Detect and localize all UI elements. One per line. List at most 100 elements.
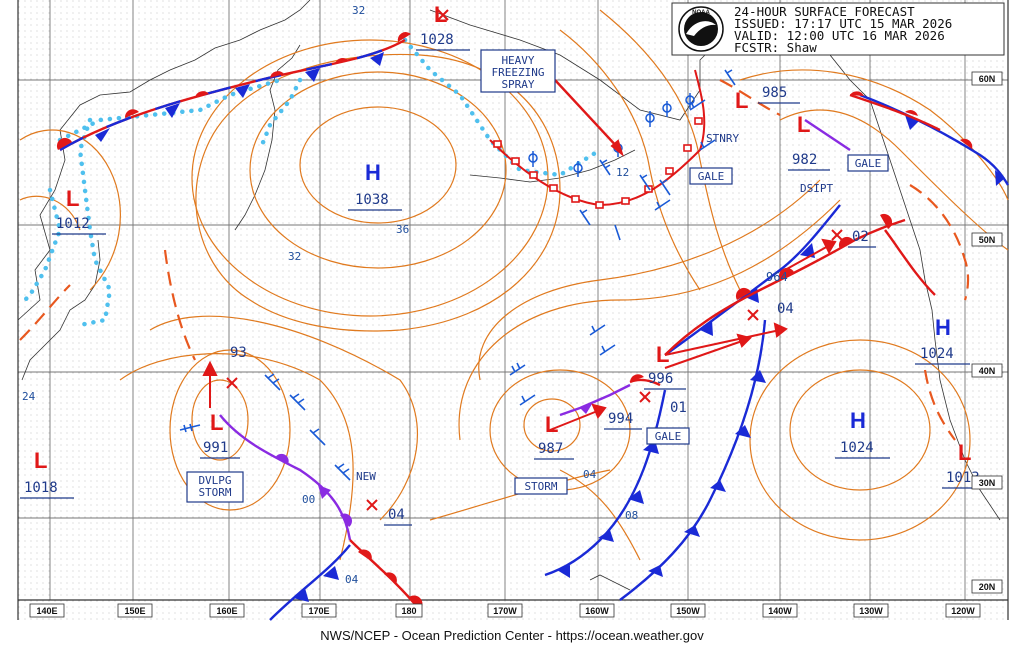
- storm-box: STORM: [514, 477, 568, 495]
- gale-box-aleutian: GALE: [689, 167, 733, 185]
- high-1024-east: H 1024: [915, 315, 970, 365]
- header-issued: ISSUED: 17:17 UTC 15 MAR 2026: [734, 16, 952, 31]
- low-991: L 991: [200, 410, 240, 459]
- isobar-h1038-outer: [191, 39, 549, 317]
- low-symbol: L: [958, 440, 971, 465]
- low-value: 987: [538, 441, 563, 457]
- isobar-gulf-a: [779, 109, 1009, 251]
- forecast-value: 01: [670, 400, 687, 416]
- noaa-logo-text: NOAA: [692, 10, 710, 16]
- lon-label: 130W: [859, 606, 883, 616]
- low-symbol: L: [210, 410, 223, 435]
- isobar-low991-outer: [169, 349, 291, 511]
- low-symbol: L: [656, 342, 669, 367]
- ice-edge: [17, 37, 603, 328]
- low-1018: L 1018: [20, 448, 74, 499]
- isobar-label: 08: [625, 509, 638, 522]
- isobar-label: 04: [583, 468, 597, 481]
- isobar-bering-2: [599, 9, 741, 291]
- low-996: L 996: [644, 342, 686, 390]
- high-symbol: H: [365, 160, 381, 185]
- forecast-value: 04: [388, 507, 405, 523]
- high-value: 1024: [920, 346, 954, 362]
- label-line: HEAVY: [501, 54, 534, 67]
- label-line: FREEZING: [492, 66, 545, 79]
- isobar-mid-a: [478, 179, 821, 381]
- isobar-label: 32: [352, 4, 365, 17]
- lat-label: 40N: [979, 366, 996, 376]
- cold-front-west: [269, 544, 351, 621]
- lat-label: 60N: [979, 74, 996, 84]
- latitude-labels: 60N 50N 40N 30N 20N: [971, 71, 1003, 594]
- low-symbol: L: [434, 2, 447, 27]
- isobar-low991-inner: [191, 379, 249, 461]
- label-line: DVLPG: [198, 474, 231, 487]
- north-america-coast: [899, 189, 1001, 521]
- warm-front-east: [664, 218, 906, 356]
- low-value: 1013: [946, 470, 980, 486]
- lat-label: 50N: [979, 235, 996, 245]
- isobar-h1038-mid: [249, 71, 507, 269]
- lon-label: 140W: [768, 606, 792, 616]
- isobar-south-b: [119, 353, 354, 561]
- high-symbol: H: [935, 315, 951, 340]
- isobar-mid-b: [458, 199, 841, 441]
- forecast-value: 964: [766, 270, 788, 284]
- low-value: 1012: [56, 216, 90, 232]
- isobar-bering: [559, 29, 701, 291]
- isobar-h1024-outer: [749, 339, 971, 541]
- high-1038: H 1038: [348, 160, 402, 211]
- low-symbol: L: [797, 112, 810, 137]
- forecast-value: 93: [230, 345, 247, 361]
- asia-coast: [17, 0, 311, 321]
- low-value: 1018: [24, 480, 58, 496]
- dvlpg-storm-label: DVLPG STORM: [198, 474, 231, 499]
- isobar-h1038-inner: [299, 106, 457, 224]
- low-1013: L 1013: [942, 440, 998, 489]
- forecast-value: 994: [608, 411, 633, 427]
- high-symbol: H: [850, 408, 866, 433]
- low-982: L 982: [788, 112, 830, 171]
- footer-credit: NWS/NCEP - Ocean Prediction Center - htt…: [320, 628, 704, 643]
- isobar-south-a: [149, 315, 419, 521]
- warm-front-gulf: [849, 91, 973, 149]
- occluded-front-gulf: [804, 119, 851, 151]
- label-line: STORM: [198, 486, 231, 499]
- gale-label: GALE: [698, 170, 725, 183]
- low-symbol: L: [735, 88, 748, 113]
- isobar-east-low: [19, 129, 121, 291]
- lon-label: 120W: [951, 606, 975, 616]
- isobar-label: 32: [288, 250, 301, 263]
- text-labels: STNRY DSIPT NEW: [356, 132, 833, 483]
- isobar-label: 36: [396, 223, 409, 236]
- lat-label: 30N: [979, 478, 996, 488]
- heavy-freezing-spray-box: HEAVY FREEZING SPRAY: [480, 49, 556, 93]
- low-symbol: L: [66, 186, 79, 211]
- troughs: [19, 79, 970, 441]
- isobar-low987-inner: [523, 398, 581, 452]
- low-985: L 985: [735, 85, 800, 113]
- noaa-logo: NOAA: [678, 6, 724, 52]
- low-value: 985: [762, 85, 787, 101]
- low-value: 1028: [420, 32, 454, 48]
- lon-label: 160E: [216, 606, 237, 616]
- isobars: [19, 9, 1009, 561]
- occluded-front-central: [559, 383, 631, 417]
- isobar-labels: 32 36 32 24 00 04 04 08 12: [22, 4, 638, 586]
- isobar-label: 04: [345, 573, 359, 586]
- lon-label: 160W: [585, 606, 609, 616]
- low-987: L 987: [534, 412, 574, 460]
- warm-front-central: [629, 374, 661, 387]
- forecast-header: NOAA 24-HOUR SURFACE FORECAST ISSUED: 17…: [671, 2, 1005, 56]
- label-line: SPRAY: [501, 78, 534, 91]
- high-1024-subtropical: H 1024: [835, 408, 890, 459]
- isobar-h1024-inner: [789, 369, 931, 491]
- wind-barbs: [179, 69, 736, 481]
- spray-label: HEAVY FREEZING SPRAY: [492, 54, 545, 91]
- lat-label: 20N: [979, 582, 996, 592]
- lon-label: 150W: [676, 606, 700, 616]
- dissipating-label: DSIPT: [800, 182, 833, 195]
- new-label: NEW: [356, 470, 376, 483]
- isobar-label: 12: [616, 166, 629, 179]
